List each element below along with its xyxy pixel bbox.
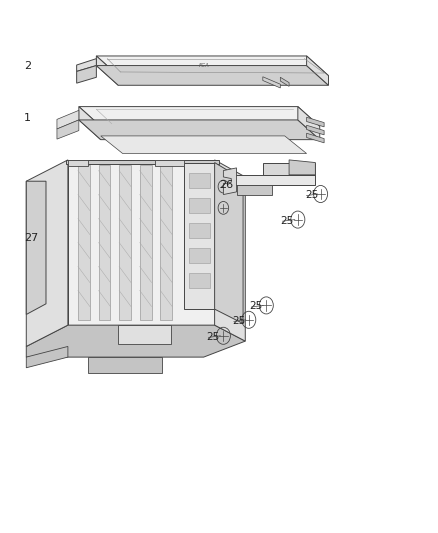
Polygon shape [189, 248, 210, 263]
Text: 1: 1 [24, 113, 31, 123]
Polygon shape [77, 66, 96, 83]
Polygon shape [307, 117, 324, 127]
Text: 25: 25 [207, 332, 220, 342]
Polygon shape [57, 120, 79, 139]
Polygon shape [57, 110, 79, 129]
Polygon shape [79, 120, 320, 140]
Polygon shape [79, 107, 101, 140]
Polygon shape [215, 163, 243, 324]
Polygon shape [189, 223, 210, 238]
Text: 25: 25 [280, 216, 293, 226]
Polygon shape [160, 165, 172, 320]
Polygon shape [280, 77, 289, 86]
Text: 26: 26 [219, 180, 233, 190]
Polygon shape [68, 160, 215, 325]
Polygon shape [26, 325, 245, 357]
Polygon shape [155, 160, 184, 166]
Polygon shape [96, 56, 118, 85]
Text: FCA: FCA [199, 63, 210, 68]
Polygon shape [78, 165, 90, 320]
Polygon shape [223, 168, 237, 195]
Text: 25: 25 [232, 316, 245, 326]
Polygon shape [101, 136, 307, 154]
Polygon shape [118, 325, 171, 344]
Polygon shape [237, 185, 272, 195]
Polygon shape [263, 163, 315, 175]
Polygon shape [307, 125, 324, 135]
Polygon shape [298, 107, 320, 140]
Polygon shape [119, 165, 131, 320]
Text: 25: 25 [305, 190, 318, 200]
Polygon shape [96, 66, 328, 85]
Polygon shape [99, 165, 110, 320]
Text: 25: 25 [250, 301, 263, 311]
Polygon shape [26, 181, 46, 314]
Polygon shape [289, 160, 315, 175]
Polygon shape [215, 160, 245, 341]
Polygon shape [96, 56, 328, 76]
Polygon shape [189, 273, 210, 288]
Polygon shape [189, 198, 210, 213]
Polygon shape [68, 160, 88, 166]
Polygon shape [140, 165, 152, 320]
Polygon shape [307, 56, 328, 85]
Polygon shape [26, 346, 68, 368]
Text: 27: 27 [24, 233, 39, 243]
Polygon shape [184, 163, 215, 309]
Polygon shape [77, 59, 96, 71]
Polygon shape [66, 160, 219, 164]
Polygon shape [26, 160, 68, 346]
Polygon shape [88, 357, 162, 373]
Polygon shape [79, 107, 320, 126]
Text: 2: 2 [24, 61, 31, 71]
Polygon shape [189, 173, 210, 188]
Polygon shape [307, 133, 324, 143]
Polygon shape [232, 175, 315, 185]
Polygon shape [263, 77, 280, 88]
